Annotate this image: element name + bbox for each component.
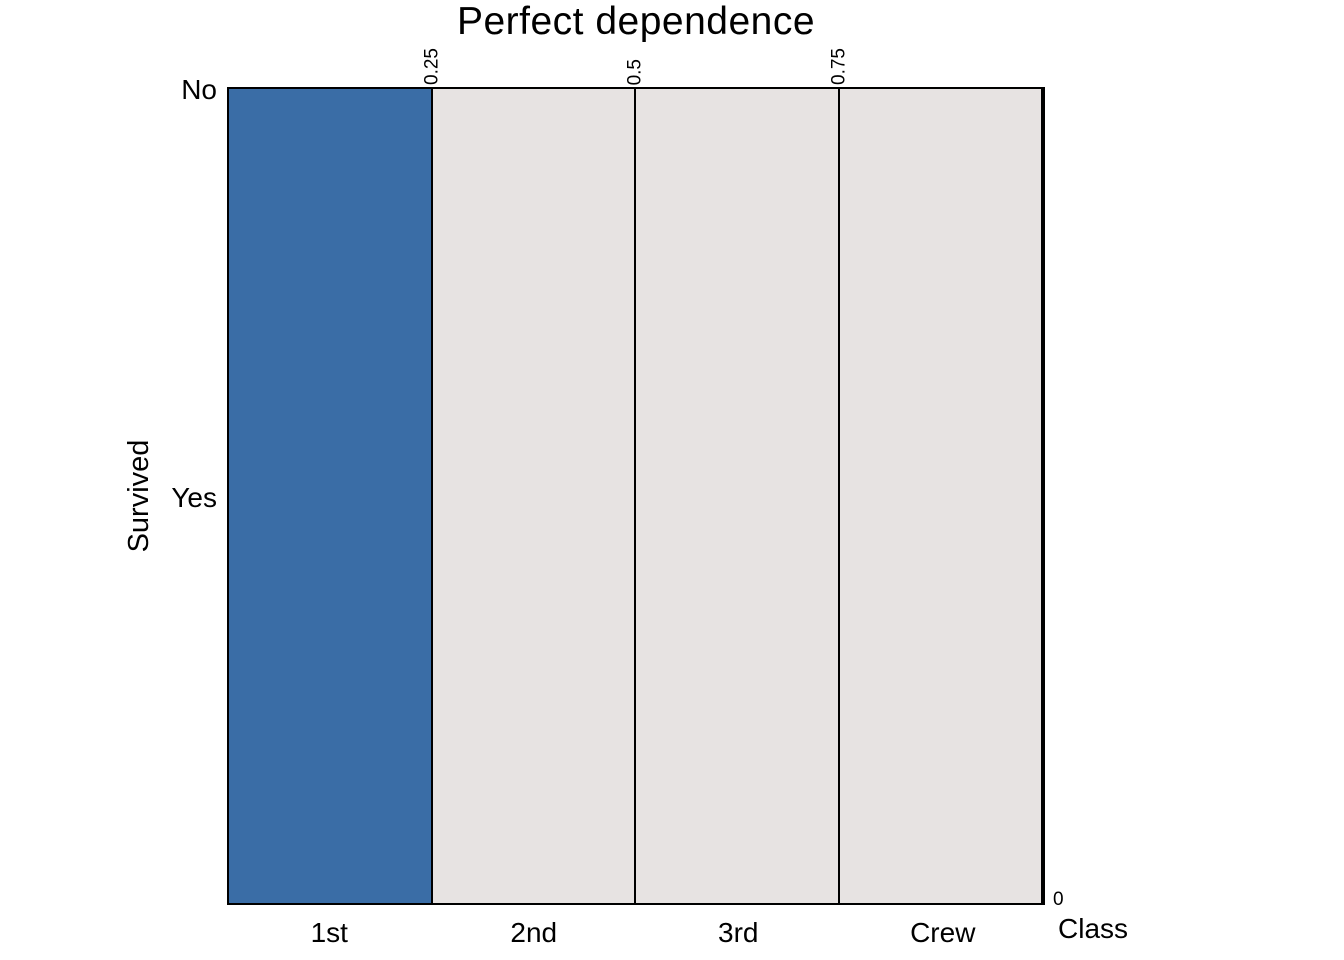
chart-title: Perfect dependence [456, 0, 816, 43]
x-axis-tick-3rd: 3rd [718, 917, 759, 948]
x-axis-tick-crew: Crew [910, 917, 976, 948]
y-axis-tick-yes: Yes [171, 482, 217, 513]
y-axis-label: Survived [123, 439, 156, 553]
top-axis-tick-0-25: 0.25 [421, 48, 443, 85]
mosaic-column-3rd [636, 89, 840, 903]
mosaic-column-1st [229, 89, 433, 903]
top-axis-tick-0-75: 0.75 [828, 48, 850, 85]
x-axis-tick-1st: 1st [310, 917, 348, 948]
top-axis-tick-0-5: 0.5 [624, 58, 646, 85]
mosaic-column-crew [839, 89, 1043, 903]
y-axis-tick-no: No [181, 74, 217, 105]
x-axis-tick-2nd: 2nd [510, 917, 558, 948]
x-axis-label: Class [1058, 913, 1129, 944]
plot-area: 0.25 0.5 0.75 [227, 48, 1045, 905]
right-axis-tick-0: 0 [1053, 889, 1064, 910]
x-axis-tick-row: 1st 2nd 3rd Crew [227, 916, 1045, 950]
mosaic-column-2nd [432, 89, 636, 903]
